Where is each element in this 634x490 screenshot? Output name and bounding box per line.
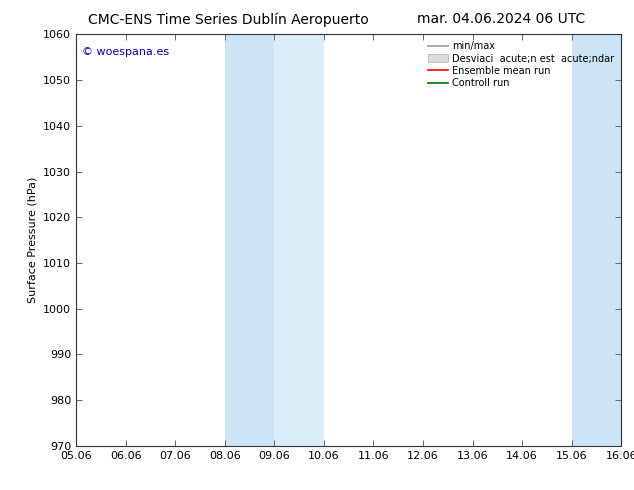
Text: © woespana.es: © woespana.es [82,47,169,57]
Y-axis label: Surface Pressure (hPa): Surface Pressure (hPa) [27,177,37,303]
Bar [572,34,621,446]
Text: mar. 04.06.2024 06 UTC: mar. 04.06.2024 06 UTC [417,12,585,26]
Bar [275,34,324,446]
Legend: min/max, Desviaci  acute;n est  acute;ndar, Ensemble mean run, Controll run: min/max, Desviaci acute;n est acute;ndar… [426,39,616,90]
Text: CMC-ENS Time Series Dublín Aeropuerto: CMC-ENS Time Series Dublín Aeropuerto [88,12,368,27]
Bar [225,34,275,446]
